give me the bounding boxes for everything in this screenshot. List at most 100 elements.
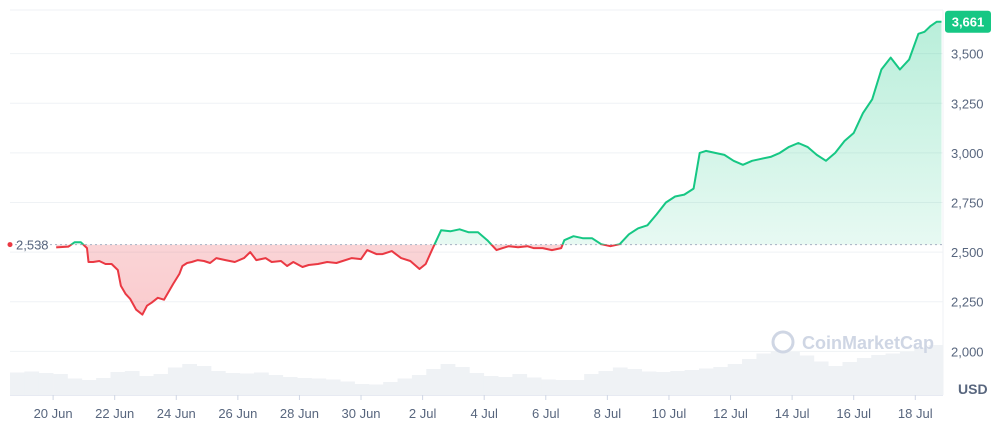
volume-bar [254,372,269,395]
price-series [56,20,942,316]
volume-bar [38,373,54,395]
volume-bar [397,378,413,395]
volume-bar [598,371,614,395]
volume-bar [799,355,815,395]
volume-bar [10,372,25,395]
volume-bar [914,348,930,395]
volume-bar [756,353,772,395]
x-tick-label: 20 Jun [34,406,73,421]
volume-bar [770,351,786,395]
volume-bar [225,373,241,395]
x-tick-label: 22 Jun [95,406,134,421]
volume-bar [282,377,298,395]
volume-bar [813,361,829,395]
x-axis: 20 Jun 22 Jun 24 Jun 26 Jun 28 Jun 30 Jun 2 Ju… [34,395,933,421]
price-line-above-baseline [69,20,942,245]
loss-area [56,244,942,315]
volume-bar [182,364,197,395]
volume-bar [928,345,944,395]
x-tick-label: 28 Jun [280,406,319,421]
x-tick-label: 2 Jul [409,406,437,421]
volume-bar [383,382,398,395]
volume-bar [670,371,686,395]
x-tick-label: 16 Jul [836,406,871,421]
volume-bar [828,366,843,395]
volume-bar [368,384,384,395]
current-price-badge-bg [945,10,991,33]
volume-bar [426,369,442,395]
x-tick-label: 12 Jul [713,406,748,421]
volume-bar [340,381,355,395]
volume-bar [454,367,470,395]
volume-bar [641,371,657,395]
volume-bar [124,371,140,395]
x-tick-label: 8 Jul [594,406,622,421]
volume-bar [655,372,671,395]
x-tick-label: 26 Jun [218,406,257,421]
volume-bar [612,367,628,395]
volume-bar [24,371,40,395]
volume-bar [239,373,255,395]
volume-bar [96,378,111,395]
volume-bar [541,379,556,395]
volume-bar [311,378,327,395]
volume-bar [498,377,513,395]
volume-bar [325,379,341,395]
volume-bar [842,362,858,395]
x-tick-label: 4 Jul [470,406,498,421]
volume-bar [483,376,499,395]
watermark-label: CoinMarketCap [802,333,934,353]
x-tick-label: 10 Jul [652,406,687,421]
y-tick-label: 2,750 [951,196,984,211]
y-tick-label: 2,000 [951,344,984,359]
y-tick-label: 3,000 [951,146,984,161]
y-tick-label: 2,250 [951,295,984,310]
x-tick-label: 18 Jul [898,406,933,421]
volume-bar [742,359,757,395]
volume-bar [526,377,542,395]
volume-bar [727,364,743,395]
volume-bar [139,376,154,395]
volume-bar [440,364,456,395]
volume-bar [110,372,126,395]
volume-bar [354,384,370,395]
y-tick-label: 3,250 [951,96,984,111]
baseline-dot [7,242,13,248]
volume-bar [153,374,169,395]
baseline-label: 2,538 [16,238,49,253]
volume-bar [627,369,642,395]
volume-bar [785,352,800,395]
price-line-below-baseline [56,244,621,316]
gain-area [71,21,942,245]
baseline-marker: 2,538 [7,238,49,253]
volume-bar [569,380,585,395]
volume-bar [411,375,427,395]
currency-unit-label: USD [958,381,988,397]
volume-bar [684,370,700,395]
x-tick-label: 24 Jun [157,406,196,421]
volume-bar [81,380,97,395]
area-fills [56,21,942,315]
volume-bar [196,366,212,395]
y-tick-label: 3,500 [951,47,984,62]
volume-bar [297,378,312,395]
volume-bar [268,375,284,395]
volume-bar [698,368,714,395]
volume-bar [210,371,226,395]
volume-bar [53,374,68,395]
volume-bar [899,352,915,395]
volume-bar [469,373,485,395]
current-price-label: 3,661 [952,15,985,30]
volume-bar [512,374,528,395]
volume-bar [713,367,729,395]
x-tick-label: 14 Jul [775,406,810,421]
volume-bar [885,353,901,395]
coinmarketcap-watermark: CoinMarketCap [771,330,934,354]
y-axis: 2,000 2,250 2,500 2,750 3,000 3,250 3,500 [951,47,984,360]
current-price-badge: 3,661 [945,10,991,33]
volume-bar [67,378,83,395]
x-tick-label: 6 Jul [532,406,560,421]
volume-bars [10,345,944,395]
volume-bar [167,367,183,395]
